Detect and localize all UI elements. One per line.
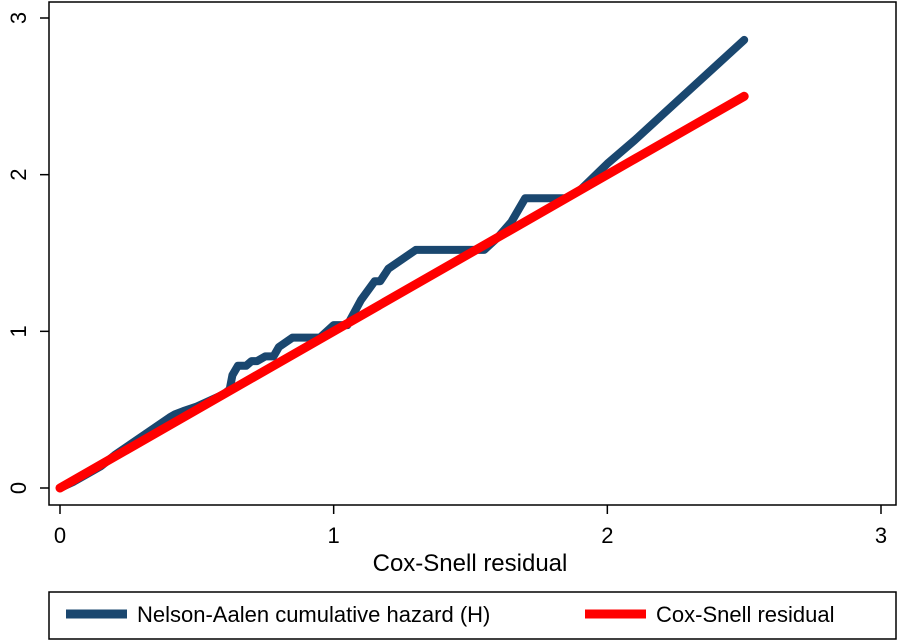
legend: Nelson-Aalen cumulative hazard (H) Cox-S… [48,591,897,640]
y-tick-label: 2 [6,169,31,181]
y-tick-label: 1 [6,325,31,337]
x-tick-label: 0 [54,523,66,548]
y-axis: 0 1 2 3 [6,12,49,494]
legend-label-nelson-aalen: Nelson-Aalen cumulative hazard (H) [137,602,490,627]
x-axis: 0 1 2 3 [54,505,887,548]
series-line-cox-snell [55,91,749,493]
x-axis-title: Cox-Snell residual [373,550,568,577]
y-tick-label: 0 [6,482,31,494]
series-layer [55,35,749,493]
x-tick-label: 1 [328,523,340,548]
series-line-nelson-aalen [56,35,749,492]
x-tick-label: 3 [875,523,887,548]
legend-box [48,591,897,640]
y-tick-label: 3 [6,12,31,24]
legend-label-cox-snell: Cox-Snell residual [656,602,835,627]
x-tick-label: 2 [601,523,613,548]
